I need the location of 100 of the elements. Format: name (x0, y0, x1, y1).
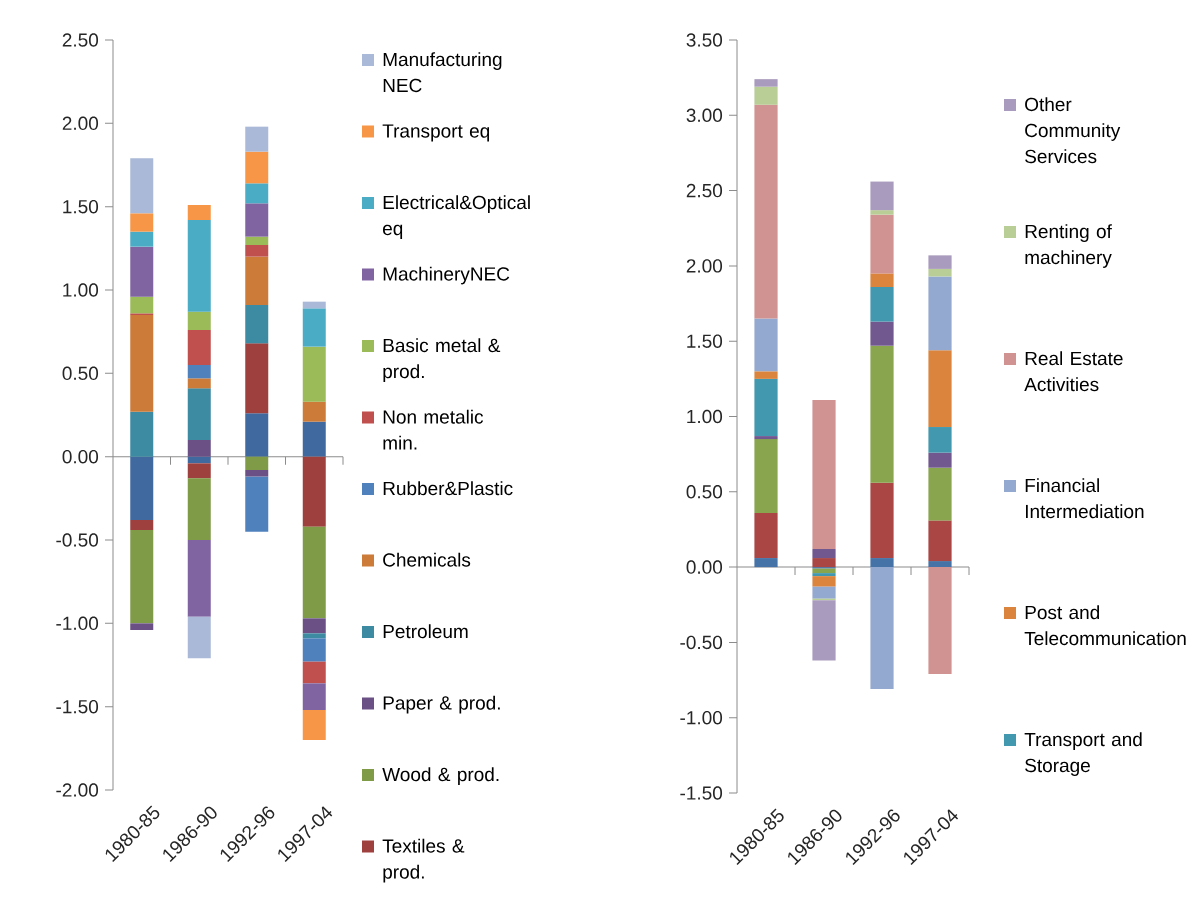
bar (245, 236, 269, 245)
bar (812, 600, 836, 661)
bar (187, 478, 211, 540)
bar (754, 86, 778, 105)
bar (187, 463, 211, 479)
bar (130, 520, 154, 530)
legend-label: Paper & prod. (383, 695, 500, 714)
bar (754, 512, 778, 559)
legend-label: Transport and Storage (1024, 732, 1142, 776)
legend-label: Real Estate Activities (1024, 351, 1123, 392)
bar (187, 330, 211, 365)
bar (187, 456, 211, 464)
y-tick-label: 1.50 (687, 334, 723, 348)
bar (754, 79, 778, 87)
y-tick-label: 3.50 (686, 33, 723, 47)
bar (302, 683, 326, 710)
bar (754, 439, 778, 513)
y-tick-label: -0.50 (56, 533, 99, 547)
bar (187, 365, 211, 379)
bar (754, 436, 778, 440)
bar (130, 411, 154, 457)
y-tick-label: 3.00 (686, 108, 723, 123)
y-tick-label: -1.00 (680, 710, 723, 725)
bar (302, 421, 326, 457)
bar (812, 399, 836, 550)
y-tick-label: 2.50 (686, 183, 723, 198)
bar (130, 213, 154, 232)
bar (928, 268, 952, 277)
legend-label: Electrical&Optical eq (383, 195, 530, 239)
bar (130, 623, 154, 630)
bar (812, 549, 836, 559)
bar (870, 567, 894, 690)
legend-label: Wood & prod. (382, 767, 499, 785)
y-tick-label: 2.00 (62, 116, 99, 131)
bar (130, 315, 154, 412)
y-tick-label: -2.00 (56, 783, 99, 797)
y-tick-label: 0.50 (62, 366, 99, 381)
bar (870, 273, 894, 287)
bar (754, 371, 778, 379)
bar (870, 214, 894, 274)
bar (245, 126, 269, 152)
bar (130, 246, 154, 297)
y-tick-label: 1.50 (63, 199, 99, 214)
bar (245, 456, 269, 470)
bar (302, 526, 326, 619)
bar (928, 520, 952, 562)
bar (130, 530, 154, 624)
bar (130, 456, 154, 520)
bar (245, 476, 269, 532)
legend-label: Financial Intermediation (1025, 478, 1144, 519)
bar (870, 286, 894, 322)
bar (928, 276, 952, 351)
bar (302, 633, 326, 639)
bar (302, 638, 326, 662)
bar (812, 558, 836, 568)
y-tick-label: 0.00 (686, 560, 723, 574)
legend-label: Textiles & prod. (382, 838, 465, 883)
bar (928, 255, 952, 269)
y-tick-label: -1.50 (680, 786, 723, 800)
bar (812, 576, 836, 587)
bar (302, 346, 326, 402)
legend-label: MachineryNEC (383, 266, 510, 285)
legend-label: Rubber&Plastic (383, 481, 513, 496)
bar (754, 558, 778, 568)
bar (870, 482, 894, 559)
bar (754, 378, 778, 437)
bar (245, 470, 269, 477)
bar (245, 305, 269, 344)
bar (245, 151, 269, 184)
bar (245, 203, 269, 237)
y-tick-label: -1.00 (56, 616, 99, 631)
bar (928, 561, 952, 568)
legend-label: Petroleum (383, 624, 468, 639)
bar (812, 573, 836, 577)
bar (302, 618, 326, 634)
legend-label: Other Community Services (1025, 97, 1121, 164)
bar (245, 413, 269, 457)
y-tick-label: 2.00 (686, 259, 723, 273)
bar (302, 710, 326, 740)
bar (870, 181, 894, 211)
bar (302, 661, 326, 684)
y-tick-label: 1.00 (687, 409, 723, 424)
bar (187, 440, 211, 457)
bar (870, 345, 894, 483)
bar (245, 245, 269, 257)
legend-label: Transport eq (382, 124, 490, 142)
bar (754, 104, 778, 319)
legend-label: Basic metal & prod. (383, 338, 501, 382)
bar (187, 205, 211, 220)
legend-label: Chemicals (383, 552, 471, 567)
y-tick-label: 1.00 (63, 283, 99, 297)
legend-label: Renting of machinery (1025, 224, 1112, 268)
bar (130, 231, 154, 247)
bar (130, 296, 154, 314)
bar (245, 183, 269, 204)
legend-label: Non metalic min. (383, 409, 484, 450)
bar (870, 210, 894, 215)
bar (928, 452, 952, 468)
bar (928, 567, 952, 675)
bar (302, 456, 326, 527)
